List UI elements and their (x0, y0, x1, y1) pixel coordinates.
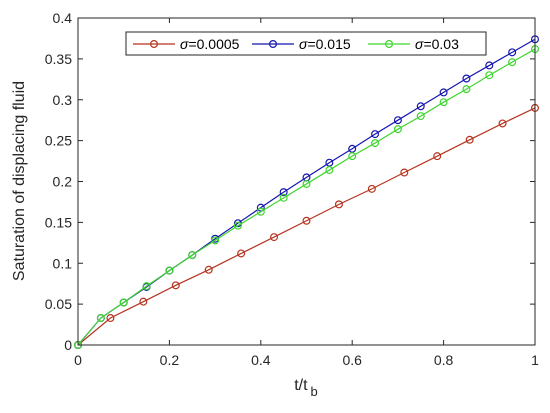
series-line (77, 107, 536, 346)
y-tick-label: 0.25 (45, 133, 72, 149)
data-point (325, 166, 334, 175)
data-point (302, 179, 311, 188)
legend-label: σ=0.015 (299, 36, 351, 52)
data-point (485, 71, 494, 80)
legend-items: σ=0.0005 σ=0.015 σ=0.03 (133, 36, 459, 52)
data-point (393, 125, 402, 134)
y-tick-label: 0.15 (45, 214, 72, 230)
series-3 (73, 45, 539, 350)
data-point (233, 221, 242, 230)
data-point (416, 112, 425, 121)
data-point (485, 61, 494, 70)
data-point (508, 48, 517, 57)
x-tick-label: 0 (74, 352, 82, 368)
data-point (188, 251, 197, 260)
y-axis-label: Saturation of displacing fluid (11, 81, 28, 281)
legend-label: σ=0.03 (415, 36, 459, 52)
data-point (139, 297, 148, 306)
plot-frame (77, 17, 536, 346)
legend-marker (385, 39, 394, 48)
y-tick-label: 0.1 (53, 255, 73, 271)
y-tick-label: 0.3 (53, 92, 73, 108)
data-point (279, 193, 288, 202)
data-point (142, 282, 151, 291)
legend-item: σ=0.0005 (133, 36, 240, 52)
y-tick-label: 0.2 (53, 174, 73, 190)
data-point (204, 265, 213, 274)
x-tick-label: 1 (531, 352, 539, 368)
data-point (279, 188, 288, 197)
y-tick-label: 0 (64, 337, 72, 353)
data-point (96, 314, 105, 323)
data-point (237, 249, 246, 258)
data-point (367, 184, 376, 193)
legend-label: σ=0.0005 (180, 36, 240, 52)
plot-area (78, 18, 535, 345)
x-tick-label: 0.8 (434, 352, 454, 368)
data-point (302, 216, 311, 225)
data-point (371, 139, 380, 148)
data-point (416, 102, 425, 111)
data-point (348, 152, 357, 161)
data-point (119, 298, 128, 307)
data-point (462, 85, 471, 94)
legend-marker (150, 39, 159, 48)
x-axis-ticks: 0 0.2 0.4 0.6 0.8 1 (74, 18, 539, 368)
data-point (371, 130, 380, 139)
data-point (433, 152, 442, 161)
x-tick-label: 0.4 (251, 352, 271, 368)
data-point (439, 88, 448, 97)
y-tick-label: 0.35 (45, 51, 72, 67)
data-point (165, 266, 174, 275)
legend-box (125, 31, 487, 56)
data-point (171, 281, 180, 290)
data-point (393, 116, 402, 125)
data-point (498, 119, 507, 128)
y-tick-label: 0.4 (53, 10, 73, 26)
series-1 (73, 103, 539, 350)
series-layer (73, 35, 539, 350)
legend-item: σ=0.015 (252, 36, 351, 52)
y-axis-ticks: 0 0.05 0.1 0.15 0.2 0.25 0.3 0.35 0.4 (45, 10, 535, 353)
data-point (211, 236, 220, 245)
data-point (462, 74, 471, 83)
legend-marker (269, 39, 278, 48)
data-point (400, 168, 409, 177)
legend-item: σ=0.03 (368, 36, 459, 52)
data-point (334, 200, 343, 209)
series-line (77, 48, 536, 346)
y-tick-label: 0.05 (45, 296, 72, 312)
x-tick-label: 0.6 (342, 352, 362, 368)
legend: σ=0.0005 σ=0.015 σ=0.03 (125, 31, 487, 56)
data-point (106, 314, 115, 323)
data-point (439, 98, 448, 107)
data-point (508, 58, 517, 67)
x-tick-label: 0.2 (160, 352, 180, 368)
x-axis-label: t/t b (294, 377, 318, 399)
data-point (270, 233, 279, 242)
data-point (256, 207, 265, 216)
data-point (465, 135, 474, 144)
